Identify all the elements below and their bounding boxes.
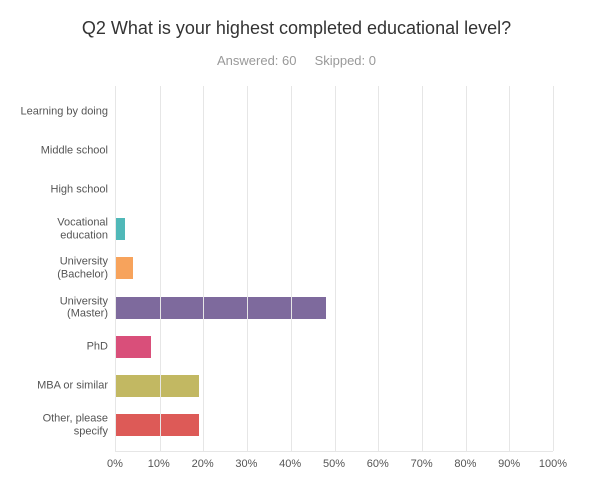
y-category-label: Learning by doing	[18, 105, 108, 118]
y-category-label: Middle school	[18, 145, 108, 158]
x-tick-label: 60%	[367, 458, 389, 470]
gridline	[160, 86, 161, 451]
x-tick-label: 50%	[323, 458, 345, 470]
y-category-label: University (Bachelor)	[18, 256, 108, 281]
x-tick-label: 70%	[411, 458, 433, 470]
x-tick-label: 10%	[148, 458, 170, 470]
x-tick-label: 80%	[454, 458, 476, 470]
gridline	[422, 86, 423, 451]
x-tick-label: 90%	[498, 458, 520, 470]
answered-label: Answered:	[217, 53, 278, 68]
plot-region: Learning by doingMiddle schoolHigh schoo…	[115, 86, 553, 452]
chart-meta: Answered: 60 Skipped: 0	[20, 53, 573, 68]
y-category-label: MBA or similar	[18, 380, 108, 393]
gridline	[247, 86, 248, 451]
y-category-label: Vocational education	[18, 217, 108, 242]
gridline	[335, 86, 336, 451]
skipped-label: Skipped:	[315, 53, 366, 68]
gridline	[553, 86, 554, 451]
gridline	[203, 86, 204, 451]
y-category-label: PhD	[18, 341, 108, 354]
bar[interactable]	[116, 218, 125, 240]
gridline	[509, 86, 510, 451]
bar[interactable]	[116, 297, 326, 319]
bar[interactable]	[116, 257, 133, 279]
answered-value: 60	[282, 53, 296, 68]
chart-area: Learning by doingMiddle schoolHigh schoo…	[115, 86, 553, 476]
x-tick-label: 40%	[279, 458, 301, 470]
x-tick-label: 20%	[192, 458, 214, 470]
skipped-value: 0	[369, 53, 376, 68]
bar[interactable]	[116, 414, 199, 436]
chart-title: Q2 What is your highest completed educat…	[20, 18, 573, 39]
bar[interactable]	[116, 375, 199, 397]
x-tick-label: 100%	[539, 458, 567, 470]
bar[interactable]	[116, 336, 151, 358]
y-category-label: University (Master)	[18, 295, 108, 320]
x-tick-label: 30%	[235, 458, 257, 470]
gridline	[378, 86, 379, 451]
gridline	[291, 86, 292, 451]
gridline	[466, 86, 467, 451]
survey-chart-container: Q2 What is your highest completed educat…	[0, 0, 593, 500]
x-tick-label: 0%	[107, 458, 123, 470]
y-category-label: High school	[18, 184, 108, 197]
y-category-label: Other, please specify	[18, 413, 108, 438]
x-axis: 0%10%20%30%40%50%60%70%80%90%100%	[115, 452, 553, 476]
